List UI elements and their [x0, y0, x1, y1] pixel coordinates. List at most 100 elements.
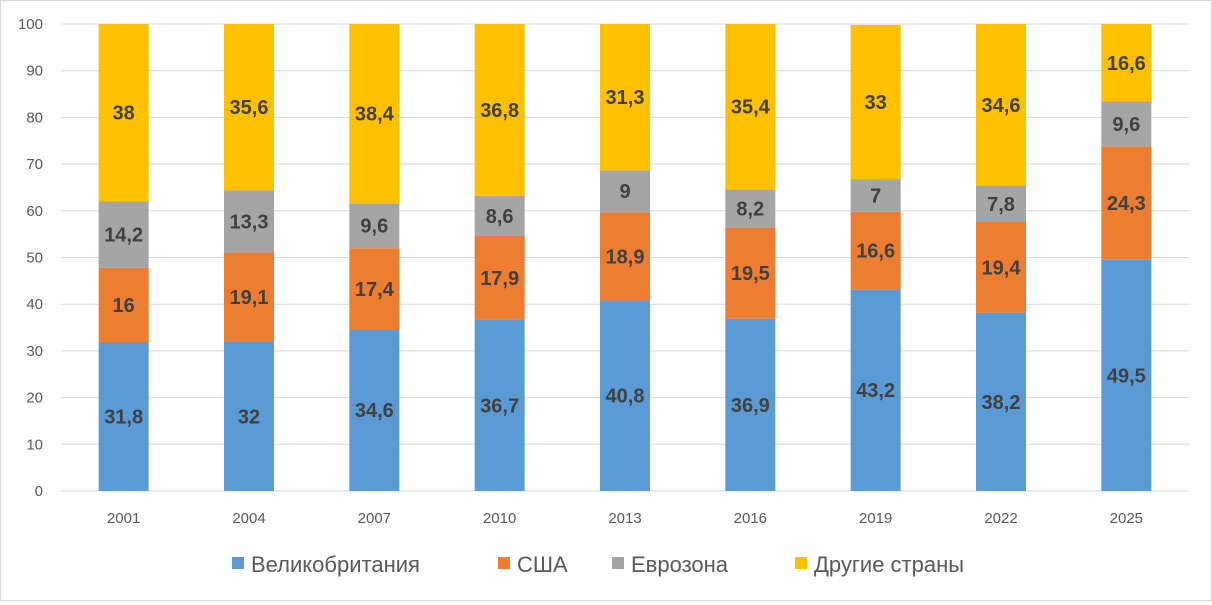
y-tick-label: 90 — [26, 63, 43, 80]
bar-segment — [224, 190, 274, 253]
data-label: 36,9 — [731, 395, 770, 417]
data-label: 14,2 — [104, 225, 143, 247]
bar-segment — [725, 24, 776, 190]
bar-segment — [98, 267, 149, 343]
data-label: 31,8 — [104, 407, 143, 429]
bar-segment — [850, 211, 901, 290]
data-label: 18,9 — [606, 246, 645, 268]
data-label: 16,6 — [1107, 53, 1146, 75]
bar-segment — [1101, 259, 1152, 491]
bar-segment — [474, 319, 525, 491]
y-tick-label: 0 — [35, 483, 43, 500]
data-label: 17,4 — [355, 279, 395, 301]
data-label: 8,2 — [736, 198, 764, 220]
bar-segment — [349, 203, 400, 249]
bar-segment — [474, 195, 525, 237]
bar-segment — [98, 201, 149, 268]
y-tick-label: 30 — [26, 343, 43, 360]
bar-segment — [224, 252, 274, 342]
data-label: 34,6 — [355, 400, 394, 422]
bar-segment — [976, 222, 1026, 313]
x-tick-label: 2016 — [734, 510, 767, 527]
y-tick-label: 50 — [26, 250, 43, 267]
bar-segment — [349, 329, 400, 491]
data-label: 35,6 — [230, 97, 269, 119]
x-tick-label: 2019 — [859, 510, 892, 527]
data-label: 38 — [113, 103, 135, 125]
bar-segment — [1101, 24, 1152, 102]
bar-segment — [474, 24, 525, 196]
data-label: 19,1 — [230, 287, 269, 309]
bar-segment — [600, 300, 650, 491]
y-tick-label: 100 — [18, 16, 43, 33]
y-tick-label: 60 — [26, 203, 43, 220]
data-label: 9,6 — [1112, 114, 1140, 136]
data-label: 35,4 — [731, 97, 771, 119]
bar-segment — [98, 24, 149, 202]
x-tick-label: 2022 — [984, 510, 1017, 527]
bar-segment — [224, 341, 274, 491]
legend-swatch — [612, 557, 624, 569]
bar-segment — [98, 342, 149, 491]
data-label: 7 — [870, 185, 881, 207]
bar-segment — [725, 227, 776, 319]
legend-swatch — [232, 557, 244, 569]
data-label: 33 — [865, 92, 887, 114]
bar-segment — [976, 24, 1026, 186]
y-tick-label: 80 — [26, 109, 43, 126]
bar-segment — [600, 212, 650, 301]
x-tick-label: 2007 — [358, 510, 391, 527]
data-label: 19,5 — [731, 263, 770, 285]
data-label: 36,7 — [480, 395, 519, 417]
data-label: 43,2 — [856, 380, 895, 402]
bar-segment — [474, 236, 525, 320]
legend-swatch — [795, 557, 807, 569]
data-label: 49,5 — [1107, 365, 1146, 387]
x-tick-label: 2004 — [232, 510, 265, 527]
x-tick-label: 2001 — [107, 510, 140, 527]
legend-swatch — [498, 557, 510, 569]
data-label: 17,9 — [480, 268, 519, 290]
bar-segment — [725, 189, 776, 228]
bar-segment — [976, 185, 1026, 223]
bar-segment — [1101, 146, 1152, 260]
data-label: 19,4 — [982, 257, 1022, 279]
data-label: 34,6 — [982, 95, 1021, 117]
x-tick-label: 2013 — [608, 510, 641, 527]
data-label: 16,6 — [856, 240, 895, 262]
y-tick-label: 70 — [26, 156, 43, 173]
data-label: 7,8 — [987, 194, 1015, 216]
data-label: 32 — [238, 406, 260, 428]
legend-label: Еврозона — [631, 552, 729, 577]
data-label: 38,4 — [355, 104, 395, 126]
data-label: 24,3 — [1107, 193, 1146, 215]
x-tick-label: 2010 — [483, 510, 516, 527]
bar-segment — [224, 24, 274, 191]
bar-segment — [349, 24, 400, 204]
data-label: 9 — [619, 181, 630, 203]
data-label: 9,6 — [360, 216, 388, 238]
y-tick-label: 20 — [26, 390, 43, 407]
bar-segment — [600, 24, 650, 171]
x-tick-label: 2025 — [1110, 510, 1143, 527]
bar-segment — [850, 24, 901, 180]
bar-segment — [850, 289, 901, 491]
data-label: 36,8 — [480, 100, 519, 122]
data-label: 8,6 — [486, 206, 514, 228]
data-label: 31,3 — [606, 87, 645, 109]
bar-segment — [1101, 101, 1152, 147]
legend-label: Великобритания — [251, 552, 420, 577]
legend-label: Другие страны — [814, 552, 964, 577]
y-tick-label: 10 — [26, 436, 43, 453]
bar-segment — [976, 312, 1026, 491]
legend-label: США — [517, 552, 568, 577]
data-label: 16 — [113, 295, 135, 317]
bar-segment — [600, 170, 650, 213]
bar-segment — [349, 248, 400, 330]
data-label: 38,2 — [982, 392, 1021, 414]
data-label: 40,8 — [606, 386, 645, 408]
data-label: 13,3 — [230, 211, 269, 233]
bar-segment — [850, 179, 901, 212]
bar-segment — [725, 318, 776, 491]
